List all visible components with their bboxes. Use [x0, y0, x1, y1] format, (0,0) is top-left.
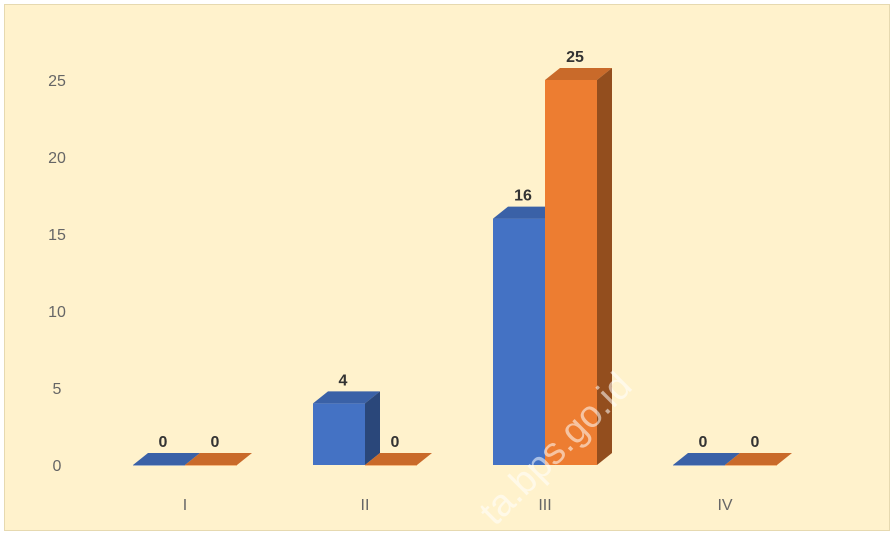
y-tick-group: 0 5 10 15 20 25 — [48, 73, 66, 475]
data-label: 4 — [339, 372, 348, 389]
bar-top — [545, 68, 612, 80]
bar — [725, 453, 792, 466]
bar-top — [133, 453, 200, 465]
bar — [365, 453, 432, 466]
bar-top — [313, 391, 380, 404]
bar — [133, 453, 200, 466]
bar-top — [493, 206, 560, 219]
data-label: 0 — [159, 434, 168, 451]
category-label: IV — [717, 497, 732, 514]
y-tick-label: 15 — [48, 227, 66, 244]
bar-top — [673, 453, 740, 465]
bars-group — [133, 68, 792, 466]
category-label: I — [183, 497, 187, 514]
category-label-group: I II III IV — [183, 497, 733, 514]
category-label: III — [538, 497, 551, 514]
data-label-group: 0 0 4 0 16 25 0 0 — [159, 49, 760, 451]
bar-front — [365, 465, 417, 466]
bar-front — [493, 218, 545, 465]
bar-top — [185, 453, 252, 465]
y-tick-label: 5 — [53, 381, 62, 398]
chart-frame: 0 5 10 15 20 25 I II III IV 0 0 4 0 16 25 0 0 ta.bps.go… — [4, 4, 890, 532]
category-label: II — [361, 497, 370, 514]
data-label: 0 — [699, 434, 708, 451]
bar-front — [133, 465, 185, 466]
y-tick-label: 20 — [48, 150, 66, 167]
bar — [313, 391, 380, 465]
bar-front — [313, 403, 365, 465]
y-tick-label: 25 — [48, 73, 66, 90]
data-label: 0 — [751, 434, 760, 451]
bar-front — [185, 465, 237, 466]
bar-top — [365, 453, 432, 465]
data-label: 0 — [211, 434, 220, 451]
y-tick-label: 0 — [53, 458, 62, 475]
data-label: 16 — [514, 188, 532, 205]
y-tick-label: 10 — [48, 304, 66, 321]
bar-front — [725, 465, 777, 466]
bar-side — [365, 391, 380, 465]
bar — [673, 453, 740, 466]
bar-front — [673, 465, 725, 466]
data-label: 0 — [391, 434, 400, 451]
bar-top — [725, 453, 792, 465]
bar — [545, 68, 612, 465]
bar-side — [597, 68, 612, 465]
bar-front — [545, 80, 597, 465]
data-label: 25 — [566, 49, 584, 66]
bar — [185, 453, 252, 466]
